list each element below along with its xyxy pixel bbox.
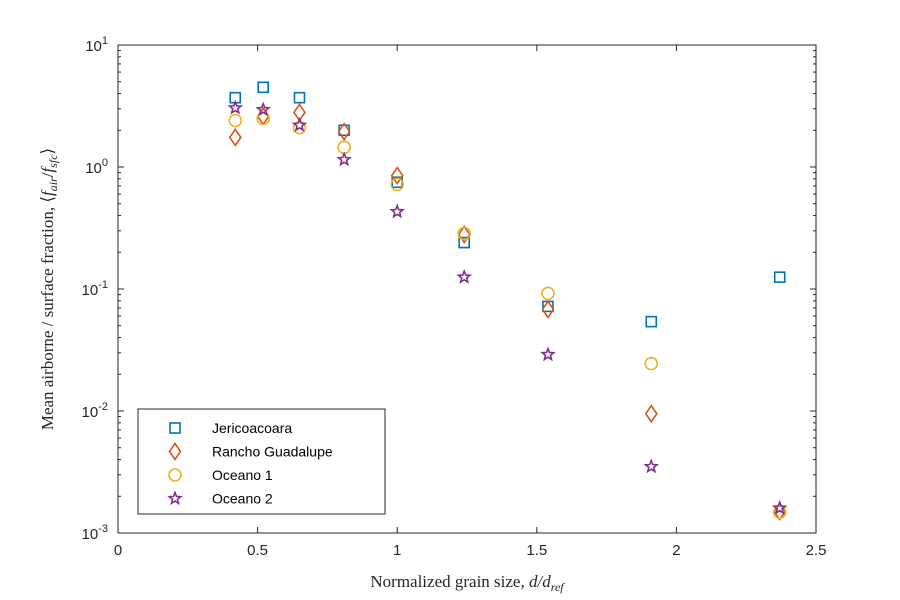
data-point-star [643, 458, 660, 474]
x-tick-label: 0.5 [247, 542, 268, 559]
x-tick-label: 2 [672, 542, 680, 559]
data-point-circle [457, 226, 472, 241]
legend-marker-diamond [168, 442, 182, 461]
x-axis: 0 0.5 1 1.5 2 2.5 [114, 45, 827, 559]
data-point-circle [390, 177, 405, 192]
data-point-star [291, 117, 308, 132]
x-axis-label: Normalized grain size, d/dref [370, 572, 565, 594]
data-point-diamond [337, 122, 351, 142]
data-point-circle [292, 120, 307, 135]
data-point-star [336, 151, 352, 167]
data-point-diamond [644, 404, 658, 424]
data-point-diamond [457, 225, 471, 244]
data-point-diamond [228, 127, 242, 147]
legend-label: Oceano 1 [212, 467, 273, 483]
data-point-circle [772, 505, 787, 520]
data-point-square [773, 271, 786, 283]
y-axis: 10-3 10-2 10-1 100 101 [82, 35, 816, 543]
data-point-circle [644, 356, 659, 371]
data-point-square [257, 81, 269, 94]
data-point-star [456, 268, 472, 284]
legend-label: Oceano 2 [212, 491, 273, 507]
legend-marker-star [167, 490, 183, 506]
y-axis-label: Mean airborne / surface fraction, ⟨fair/… [38, 148, 60, 430]
data-point-square [293, 91, 306, 104]
x-tick-label: 0 [114, 542, 122, 559]
data-point-circle [228, 113, 243, 128]
x-tick-label: 2.5 [806, 542, 827, 559]
legend-label: Rancho Guadalupe [212, 444, 333, 460]
legend-label: Jericoacoara [212, 420, 292, 436]
y-tick-label: 101 [85, 35, 108, 55]
data-point-square [458, 236, 471, 249]
x-tick-label: 1 [393, 542, 401, 559]
data-point-square [645, 315, 658, 328]
data-point-star [771, 499, 788, 515]
data-markers [227, 81, 788, 521]
data-point-star [227, 99, 244, 115]
data-point-circle [541, 286, 555, 301]
y-tick-label: 100 [85, 157, 108, 177]
data-point-star [255, 101, 271, 117]
y-tick-label: 10-3 [82, 523, 108, 543]
data-point-star [389, 203, 405, 219]
legend: Jericoacoara Rancho Guadalupe Oceano 1 Ocea… [137, 408, 386, 515]
x-tick-label: 1.5 [526, 542, 547, 559]
data-point-star [540, 346, 556, 362]
data-point-diamond [390, 166, 404, 186]
legend-marker-square [169, 422, 181, 434]
y-tick-label: 10-1 [82, 279, 108, 299]
y-tick-label: 10-2 [82, 401, 108, 421]
legend-marker-circle [168, 468, 182, 482]
data-point-diamond [541, 300, 555, 319]
